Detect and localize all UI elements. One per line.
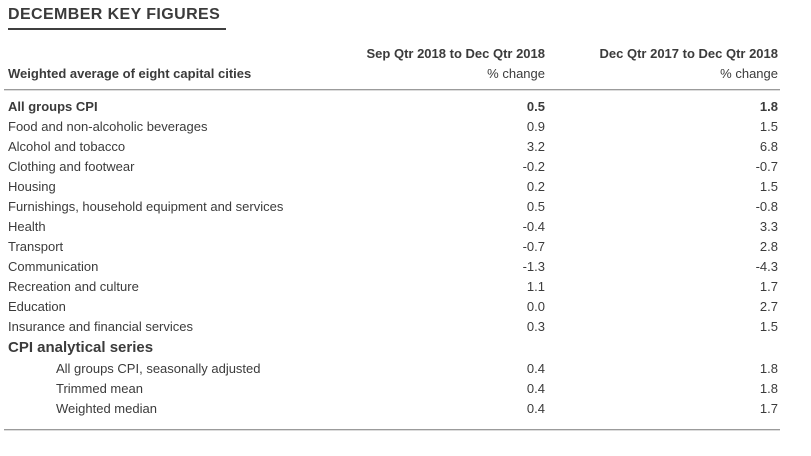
header-rule xyxy=(4,89,780,91)
row-label: Health xyxy=(8,219,46,234)
stub-header: Weighted average of eight capital cities xyxy=(8,66,252,81)
table-row-weighted-median: Weighted median 0.4 1.7 xyxy=(8,399,778,419)
table-row-health: Health -0.4 3.3 xyxy=(8,217,778,237)
value-cell: -0.7 xyxy=(522,239,545,254)
row-label: All groups CPI xyxy=(8,99,98,114)
value-cell: 0.4 xyxy=(526,401,545,416)
row-label: Trimmed mean xyxy=(56,381,143,396)
table-row-recreation-culture: Recreation and culture 1.1 1.7 xyxy=(8,277,778,297)
table-row-trimmed-mean: Trimmed mean 0.4 1.8 xyxy=(8,379,778,399)
table-body: All groups CPI 0.5 1.8 Food and non-alco… xyxy=(8,91,778,419)
value-cell: 0.4 xyxy=(526,381,545,396)
value-cell: 0.4 xyxy=(526,361,545,376)
table-row-furnishings: Furnishings, household equipment and ser… xyxy=(8,197,778,217)
value-cell: -0.7 xyxy=(755,159,778,174)
row-label: Furnishings, household equipment and ser… xyxy=(8,199,284,214)
value-cell: 2.8 xyxy=(759,239,778,254)
value-cell: 3.3 xyxy=(759,219,778,234)
footer-rule xyxy=(4,429,780,431)
value-cell: 1.7 xyxy=(759,401,778,416)
value-cell: 1.8 xyxy=(759,361,778,376)
value-cell: 1.5 xyxy=(759,319,778,334)
row-label: Recreation and culture xyxy=(8,279,139,294)
table-row-communication: Communication -1.3 -4.3 xyxy=(8,257,778,277)
table-unit-header-row: Weighted average of eight capital cities… xyxy=(8,66,778,81)
value-cell: 0.9 xyxy=(526,119,545,134)
value-cell: 0.2 xyxy=(526,179,545,194)
row-label: Food and non-alcoholic beverages xyxy=(8,119,208,134)
value-cell: -1.3 xyxy=(522,259,545,274)
value-cell: 1.1 xyxy=(526,279,545,294)
col1-period-header: Sep Qtr 2018 to Dec Qtr 2018 xyxy=(366,46,545,61)
value-cell: 0.5 xyxy=(526,99,545,114)
table-row-food: Food and non-alcoholic beverages 0.9 1.5 xyxy=(8,117,778,137)
value-cell: 0.0 xyxy=(526,299,545,314)
value-cell: -0.2 xyxy=(522,159,545,174)
row-label: Transport xyxy=(8,239,64,254)
section-header-cpi-analytical-series: CPI analytical series xyxy=(8,337,778,359)
value-cell: 2.7 xyxy=(759,299,778,314)
value-cell: 3.2 xyxy=(526,139,545,154)
row-label: Housing xyxy=(8,179,56,194)
col2-period-header: Dec Qtr 2017 to Dec Qtr 2018 xyxy=(599,46,778,61)
table-row-all-groups-cpi: All groups CPI 0.5 1.8 xyxy=(8,97,778,117)
row-label: Communication xyxy=(8,259,99,274)
value-cell: -0.4 xyxy=(522,219,545,234)
page-title: DECEMBER KEY FIGURES xyxy=(8,6,227,30)
table-row-alcohol-tobacco: Alcohol and tobacco 3.2 6.8 xyxy=(8,137,778,157)
value-cell: -4.3 xyxy=(755,259,778,274)
value-cell: 0.3 xyxy=(526,319,545,334)
table-row-transport: Transport -0.7 2.8 xyxy=(8,237,778,257)
december-key-figures-page: DECEMBER KEY FIGURES Sep Qtr 2018 to Dec… xyxy=(4,6,780,431)
value-cell: 1.7 xyxy=(759,279,778,294)
value-cell: 1.5 xyxy=(759,119,778,134)
row-label: Insurance and financial services xyxy=(8,319,193,334)
value-cell: 0.5 xyxy=(526,199,545,214)
value-cell: -0.8 xyxy=(755,199,778,214)
section-label: CPI analytical series xyxy=(8,339,154,356)
table-row-housing: Housing 0.2 1.5 xyxy=(8,177,778,197)
table-row-clothing-footwear: Clothing and footwear -0.2 -0.7 xyxy=(8,157,778,177)
table-period-header-row: Sep Qtr 2018 to Dec Qtr 2018 Dec Qtr 201… xyxy=(8,46,778,61)
row-label: Weighted median xyxy=(56,401,157,416)
row-label: All groups CPI, seasonally adjusted xyxy=(56,361,261,376)
value-cell: 6.8 xyxy=(759,139,778,154)
row-label: Education xyxy=(8,299,66,314)
table-row-insurance-financial: Insurance and financial services 0.3 1.5 xyxy=(8,317,778,337)
row-label: Clothing and footwear xyxy=(8,159,135,174)
value-cell: 1.5 xyxy=(759,179,778,194)
value-cell: 1.8 xyxy=(759,381,778,396)
col1-unit-header: % change xyxy=(487,66,545,81)
col2-unit-header: % change xyxy=(720,66,778,81)
table-row-seasonally-adjusted: All groups CPI, seasonally adjusted 0.4 … xyxy=(8,359,778,379)
row-label: Alcohol and tobacco xyxy=(8,139,126,154)
value-cell: 1.8 xyxy=(759,99,778,114)
table-row-education: Education 0.0 2.7 xyxy=(8,297,778,317)
